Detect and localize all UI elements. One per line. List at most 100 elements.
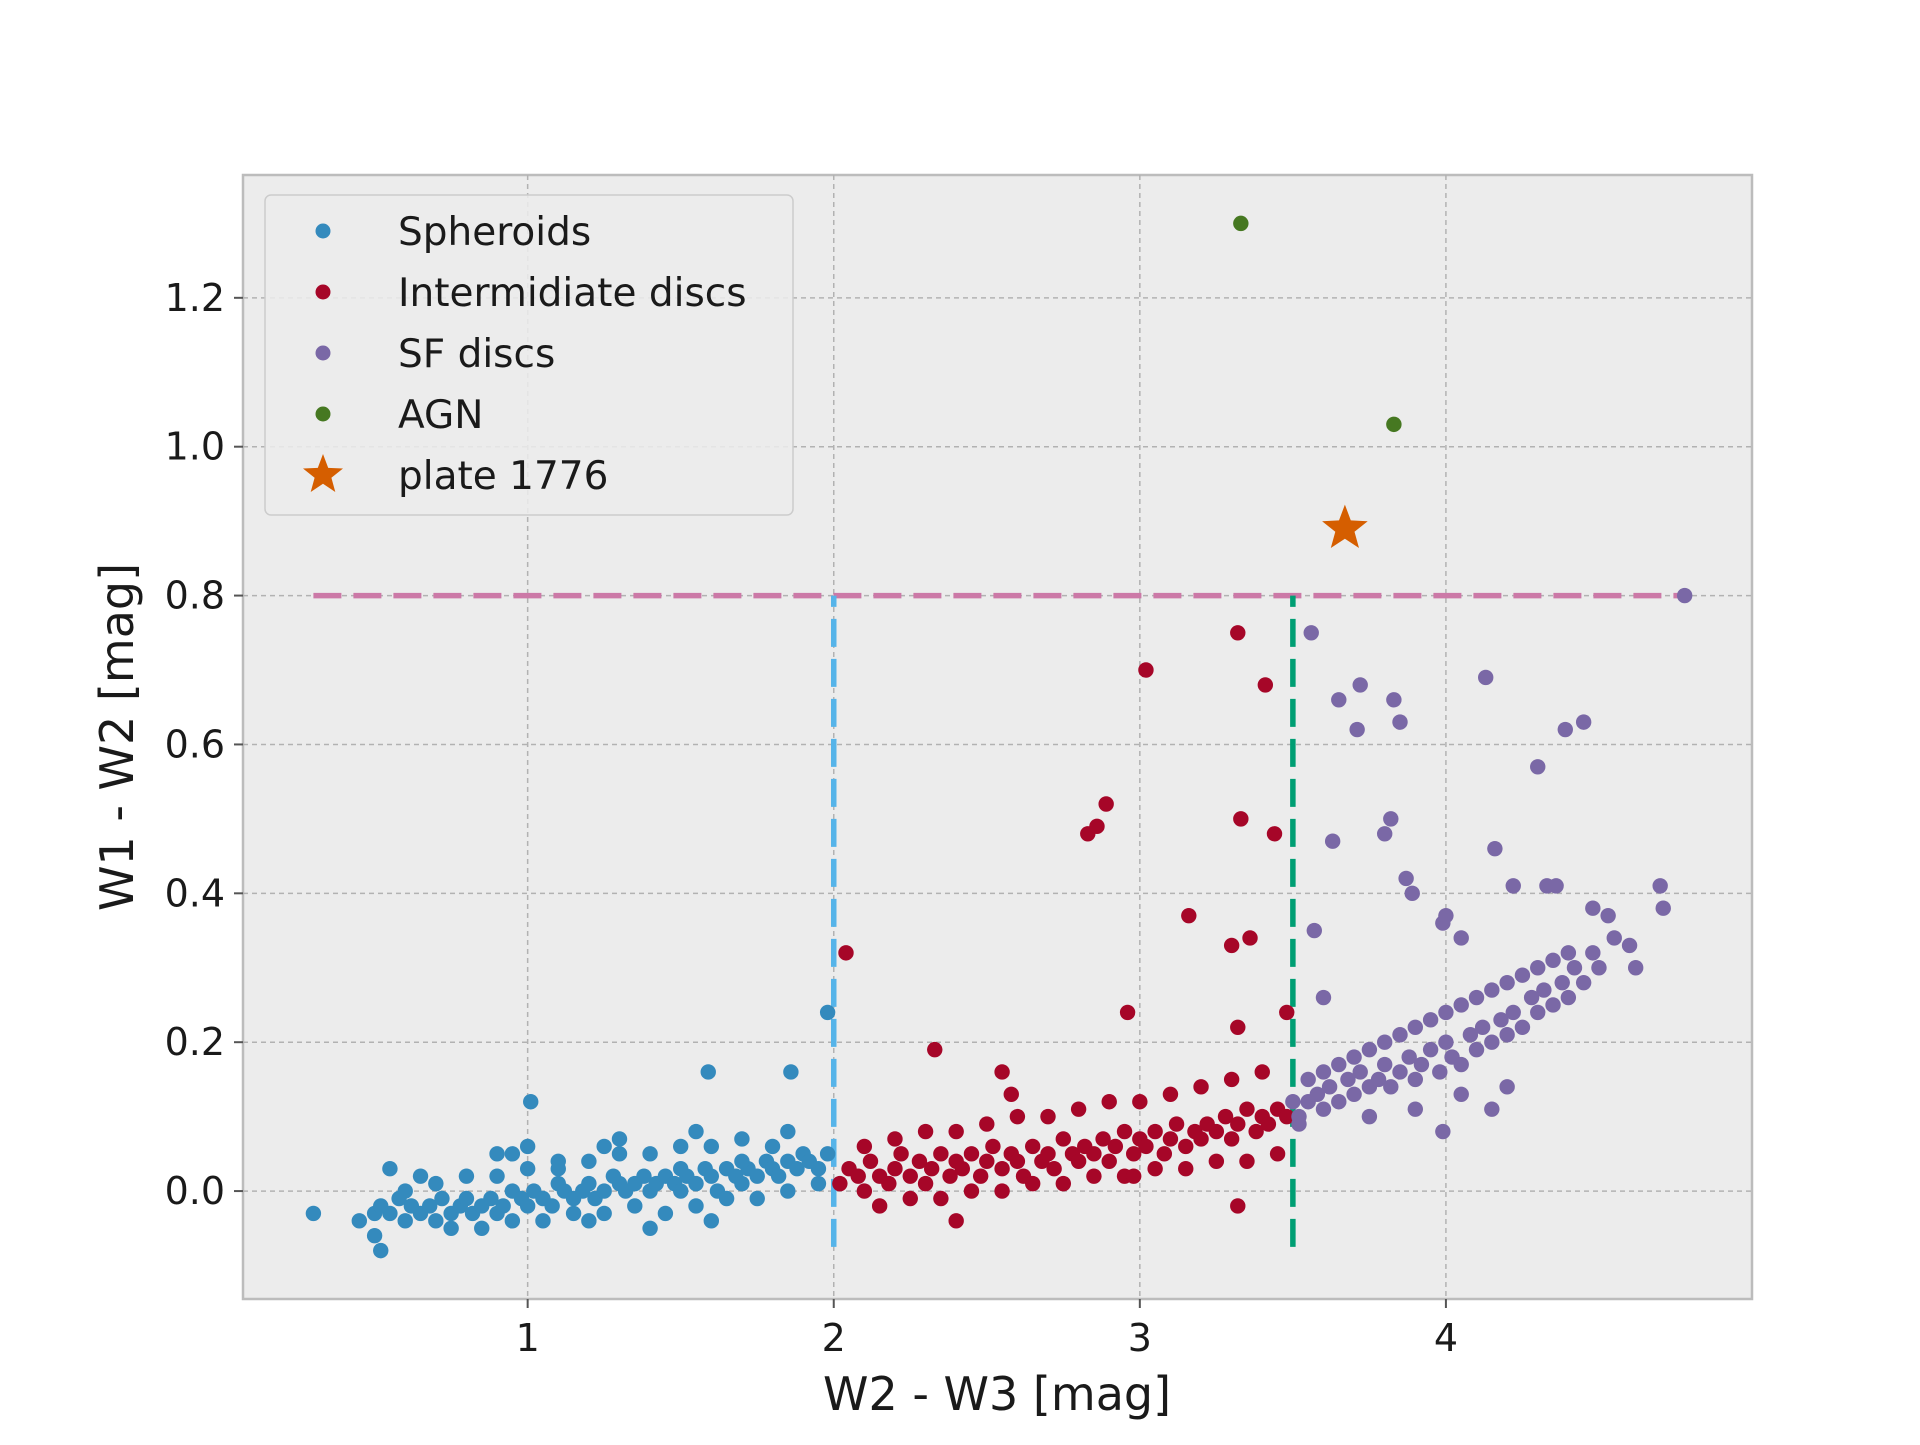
point-spheroids bbox=[565, 1205, 582, 1222]
point-spheroids bbox=[718, 1190, 735, 1207]
x-tick-label: 1 bbox=[516, 1316, 540, 1360]
point-intermidiate-discs bbox=[948, 1213, 964, 1229]
point-spheroids bbox=[688, 1123, 704, 1140]
point-sf-discs bbox=[1530, 759, 1546, 775]
point-sf-discs bbox=[1324, 833, 1341, 849]
point-spheroids bbox=[495, 1198, 511, 1214]
point-spheroids bbox=[428, 1213, 444, 1229]
y-tick-label: 0.8 bbox=[165, 574, 225, 618]
point-intermidiate-discs bbox=[1101, 1094, 1117, 1110]
point-sf-discs bbox=[1545, 952, 1561, 969]
axis-ticks: 1 2 3 4 0.0 0.2 0.4 0.6 0.8 1.0 1.2 bbox=[165, 276, 1458, 1360]
point-intermidiate-discs bbox=[1009, 1108, 1026, 1125]
point-intermidiate-discs bbox=[1254, 1064, 1270, 1080]
point-sf-discs bbox=[1346, 1049, 1362, 1065]
point-sf-discs bbox=[1484, 1034, 1500, 1050]
point-intermidiate-discs bbox=[1217, 1108, 1234, 1125]
point-sf-discs bbox=[1300, 1071, 1316, 1088]
point-sf-discs bbox=[1306, 922, 1322, 939]
point-spheroids bbox=[351, 1213, 368, 1229]
point-sf-discs bbox=[1478, 669, 1494, 686]
point-spheroids bbox=[642, 1220, 658, 1236]
point-spheroids bbox=[519, 1198, 536, 1214]
legend-marker-intermidiate-discs bbox=[315, 284, 331, 300]
point-spheroids bbox=[657, 1205, 674, 1222]
legend-label-agn: AGN bbox=[398, 393, 483, 438]
point-spheroids bbox=[474, 1220, 490, 1236]
point-spheroids bbox=[519, 1138, 536, 1155]
point-spheroids bbox=[819, 1004, 836, 1021]
point-sf-discs bbox=[1438, 1034, 1454, 1050]
point-sf-discs bbox=[1422, 1012, 1439, 1028]
point-sf-discs bbox=[1303, 625, 1319, 641]
point-sf-discs bbox=[1462, 1027, 1479, 1043]
point-sf-discs bbox=[1487, 840, 1503, 857]
point-intermidiate-discs bbox=[893, 1146, 909, 1162]
point-sf-discs bbox=[1560, 989, 1577, 1006]
legend-label-plate-1776: plate 1776 bbox=[398, 454, 608, 499]
point-sf-discs bbox=[1361, 1108, 1378, 1125]
point-intermidiate-discs bbox=[1181, 907, 1197, 924]
point-sf-discs bbox=[1407, 1101, 1424, 1117]
point-intermidiate-discs bbox=[902, 1190, 918, 1207]
point-intermidiate-discs bbox=[1024, 1138, 1041, 1155]
legend-label-intermidiate-discs: Intermidiate discs bbox=[398, 271, 747, 316]
point-intermidiate-discs bbox=[1269, 1146, 1286, 1162]
point-sf-discs bbox=[1600, 907, 1616, 924]
point-sf-discs bbox=[1361, 1041, 1378, 1058]
point-intermidiate-discs bbox=[1003, 1086, 1019, 1102]
point-intermidiate-discs bbox=[1024, 1175, 1041, 1192]
point-sf-discs bbox=[1557, 721, 1573, 738]
point-spheroids bbox=[489, 1146, 505, 1162]
point-sf-discs bbox=[1566, 960, 1583, 976]
point-sf-discs bbox=[1383, 811, 1399, 827]
data-points bbox=[305, 215, 1693, 1259]
point-intermidiate-discs bbox=[1055, 1131, 1072, 1147]
point-intermidiate-discs bbox=[1233, 811, 1249, 827]
point-sf-discs bbox=[1291, 1116, 1307, 1132]
point-intermidiate-discs bbox=[856, 1183, 873, 1199]
point-sf-discs bbox=[1392, 714, 1408, 730]
point-sf-discs bbox=[1499, 1079, 1515, 1095]
y-tick-label: 0.2 bbox=[165, 1020, 225, 1064]
point-sf-discs bbox=[1349, 721, 1365, 738]
y-tick-label: 1.2 bbox=[165, 276, 225, 320]
point-spheroids bbox=[382, 1161, 398, 1177]
point-spheroids bbox=[544, 1198, 560, 1214]
point-sf-discs bbox=[1315, 1064, 1332, 1080]
point-spheroids bbox=[305, 1205, 322, 1222]
point-intermidiate-discs bbox=[933, 1146, 949, 1162]
point-plate-1776 bbox=[1322, 504, 1368, 548]
point-spheroids bbox=[458, 1168, 475, 1184]
point-intermidiate-discs bbox=[1138, 1138, 1154, 1155]
point-intermidiate-discs bbox=[1070, 1101, 1087, 1117]
point-sf-discs bbox=[1392, 1064, 1408, 1080]
point-intermidiate-discs bbox=[994, 1064, 1010, 1080]
point-sf-discs bbox=[1376, 1056, 1393, 1073]
point-spheroids bbox=[443, 1220, 459, 1236]
point-spheroids bbox=[636, 1168, 652, 1184]
point-intermidiate-discs bbox=[1162, 1086, 1179, 1102]
point-spheroids bbox=[581, 1153, 597, 1169]
point-intermidiate-discs bbox=[917, 1123, 934, 1140]
point-sf-discs bbox=[1530, 960, 1546, 976]
point-spheroids bbox=[373, 1242, 389, 1259]
point-intermidiate-discs bbox=[1239, 1153, 1255, 1169]
point-spheroids bbox=[703, 1168, 720, 1184]
point-sf-discs bbox=[1575, 714, 1592, 730]
x-axis-label: W2 - W3 [mag] bbox=[823, 1367, 1171, 1421]
legend-marker-spheroids bbox=[315, 223, 331, 239]
point-intermidiate-discs bbox=[1178, 1138, 1194, 1155]
point-intermidiate-discs bbox=[856, 1138, 873, 1155]
point-sf-discs bbox=[1407, 1019, 1424, 1036]
point-spheroids bbox=[397, 1183, 413, 1199]
point-spheroids bbox=[770, 1168, 787, 1184]
point-intermidiate-discs bbox=[979, 1153, 995, 1169]
point-spheroids bbox=[581, 1213, 597, 1229]
point-intermidiate-discs bbox=[1193, 1079, 1209, 1095]
point-intermidiate-discs bbox=[948, 1123, 964, 1140]
point-sf-discs bbox=[1493, 1012, 1509, 1028]
point-intermidiate-discs bbox=[1132, 1094, 1148, 1110]
point-sf-discs bbox=[1315, 989, 1332, 1006]
